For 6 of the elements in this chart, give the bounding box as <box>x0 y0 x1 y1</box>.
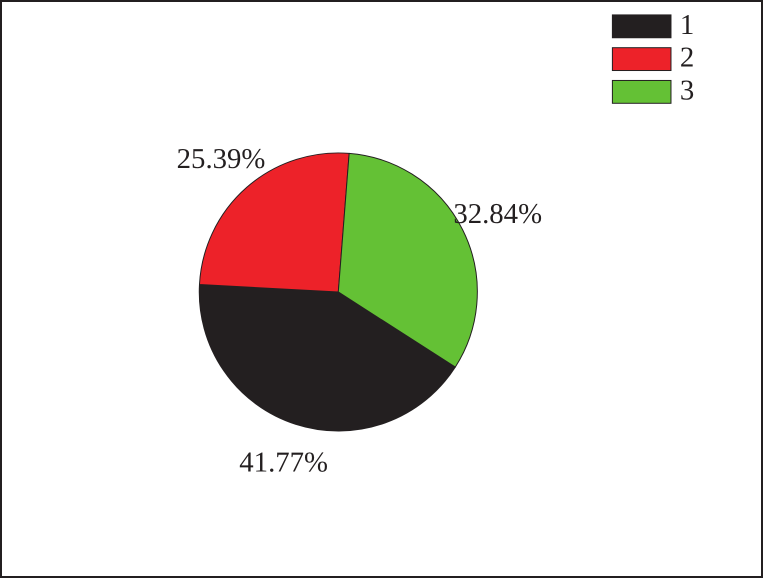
legend-label: 2 <box>680 42 694 74</box>
legend-label: 3 <box>680 74 694 106</box>
data-label: 25.39% <box>176 143 266 176</box>
legend-label: 1 <box>680 8 694 41</box>
data-label: 32.84% <box>453 198 542 230</box>
data-label: 41.77% <box>239 446 328 478</box>
